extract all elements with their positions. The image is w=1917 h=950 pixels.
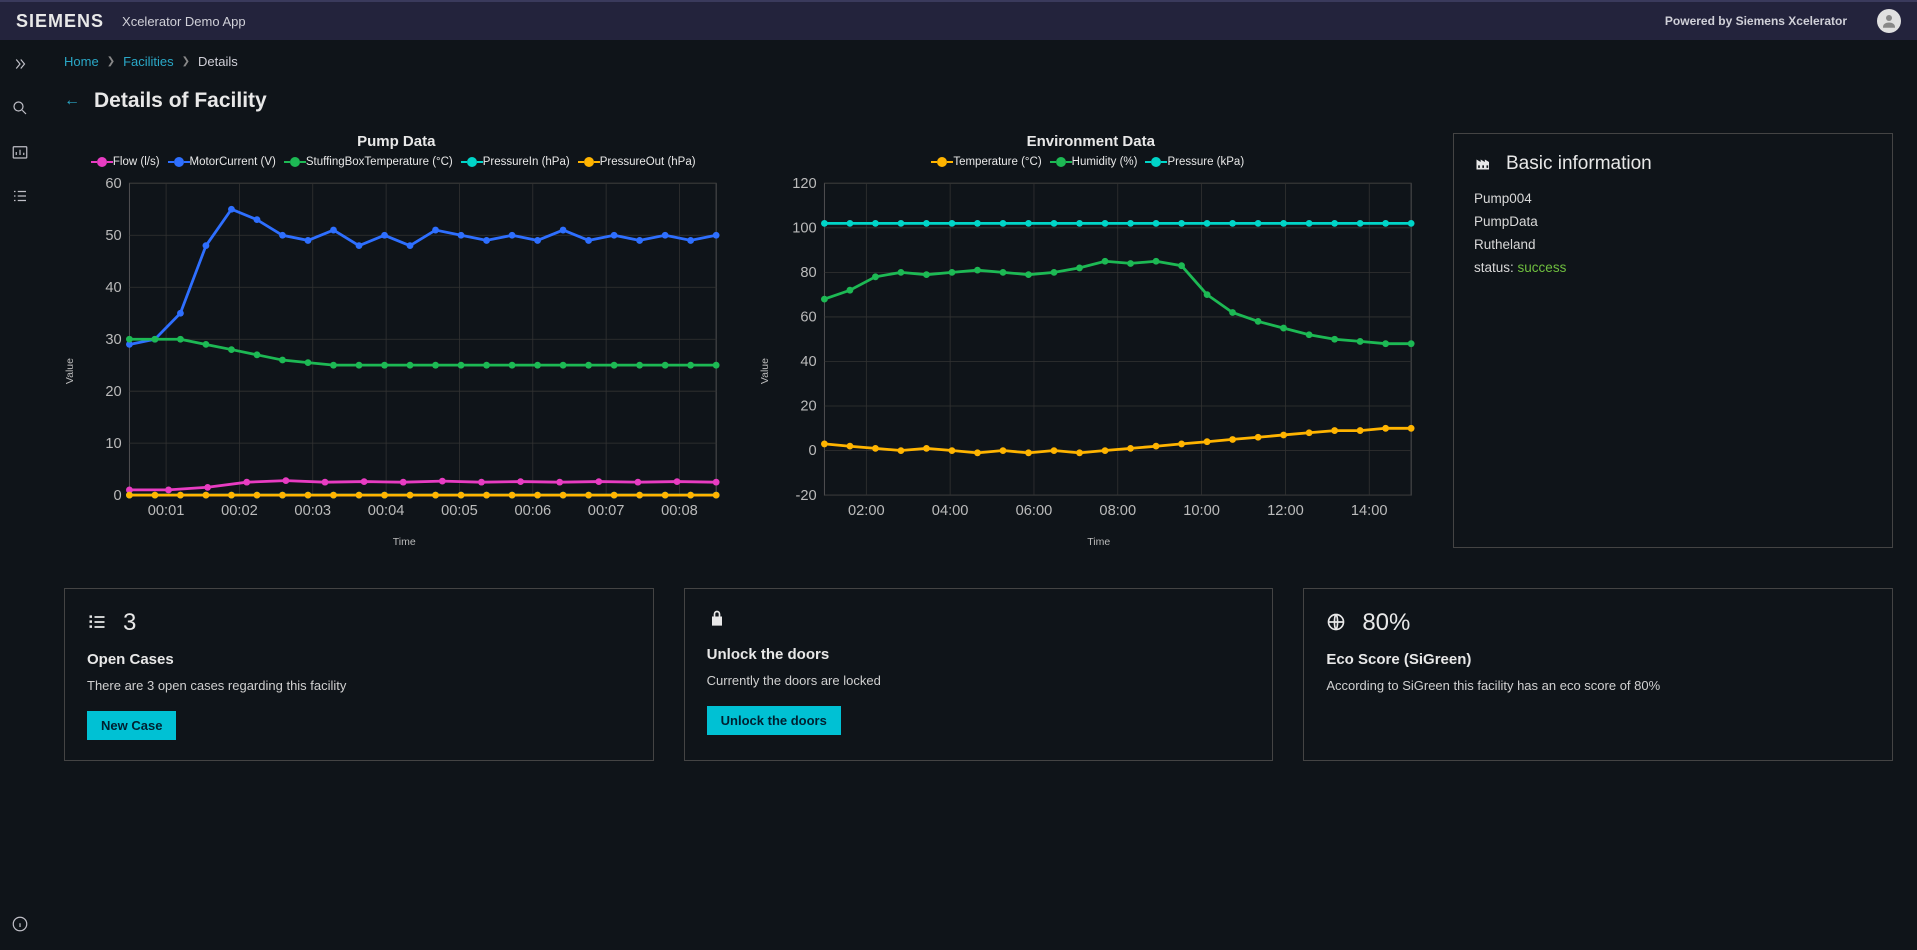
svg-text:02:00: 02:00 [847, 503, 884, 519]
chart-legend: Flow (l/s) MotorCurrent (V) StuffingBoxTem… [64, 156, 729, 168]
analytics-icon[interactable] [10, 142, 30, 162]
card-text: According to SiGreen this facility has a… [1326, 678, 1870, 693]
legend-item[interactable]: Temperature (°C) [937, 156, 1041, 168]
svg-text:-20: -20 [795, 488, 816, 504]
card-heading: Open Cases [87, 651, 631, 668]
card-text: There are 3 open cases regarding this fa… [87, 678, 631, 693]
globe-icon [1326, 612, 1346, 635]
svg-text:50: 50 [105, 228, 121, 244]
svg-text:60: 60 [105, 176, 121, 192]
info-line: Pump004 [1474, 191, 1872, 206]
chart-svg: -20 0 20 40 60 80 100 120 02:00 04:00 06:00 08:00 10… [775, 174, 1424, 529]
svg-text:80: 80 [800, 265, 816, 281]
new-case-button[interactable]: New Case [87, 711, 176, 740]
legend-item[interactable]: PressureOut (hPa) [584, 156, 696, 168]
card-heading: Eco Score (SiGreen) [1326, 651, 1870, 668]
info-icon[interactable] [10, 914, 30, 934]
breadcrumb: Home ❯ Facilities ❯ Details [40, 40, 1917, 77]
app-title: Xcelerator Demo App [122, 14, 246, 29]
eco-score-card: 80% Eco Score (SiGreen) According to SiG… [1303, 588, 1893, 761]
user-avatar[interactable] [1877, 9, 1901, 33]
breadcrumb-home[interactable]: Home [64, 54, 99, 69]
pump-data-chart: Pump Data Flow (l/s) MotorCurrent (V) Stuf… [64, 133, 729, 548]
sidebar [0, 40, 40, 950]
brand-logo: SIEMENS [16, 11, 104, 32]
svg-text:40: 40 [105, 280, 121, 296]
page-title: Details of Facility [94, 89, 267, 113]
svg-text:20: 20 [800, 399, 816, 415]
breadcrumb-current: Details [198, 54, 238, 69]
factory-icon [1474, 152, 1494, 175]
svg-text:12:00: 12:00 [1267, 503, 1304, 519]
svg-text:30: 30 [105, 332, 121, 348]
svg-text:120: 120 [792, 176, 816, 192]
legend-item[interactable]: Humidity (%) [1056, 156, 1138, 168]
chevron-right-icon: ❯ [182, 56, 190, 67]
basic-info-card: Basic information Pump004 PumpData Ruthe… [1453, 133, 1893, 548]
svg-text:00:08: 00:08 [661, 503, 698, 519]
legend-item[interactable]: MotorCurrent (V) [174, 156, 276, 168]
card-text: Currently the doors are locked [707, 673, 1251, 688]
search-icon[interactable] [10, 98, 30, 118]
card-heading: Unlock the doors [707, 646, 1251, 663]
info-line: Rutheland [1474, 237, 1872, 252]
list-icon[interactable] [10, 186, 30, 206]
chevron-right-icon: ❯ [107, 56, 115, 67]
legend-item[interactable]: Pressure (kPa) [1151, 156, 1244, 168]
eco-value: 80% [1362, 609, 1410, 637]
env-data-chart: Environment Data Temperature (°C) Humidit… [759, 133, 1424, 548]
svg-text:100: 100 [792, 220, 816, 236]
lock-icon [707, 609, 727, 632]
svg-text:10:00: 10:00 [1183, 503, 1220, 519]
info-status: status: success [1474, 260, 1872, 275]
svg-text:00:07: 00:07 [588, 503, 625, 519]
legend-item[interactable]: Flow (l/s) [97, 156, 160, 168]
svg-text:14:00: 14:00 [1350, 503, 1387, 519]
svg-text:60: 60 [800, 310, 816, 326]
sidebar-expand-icon[interactable] [10, 54, 30, 74]
svg-text:00:05: 00:05 [441, 503, 478, 519]
open-cases-card: 3 Open Cases There are 3 open cases rega… [64, 588, 654, 761]
unlock-doors-card: Unlock the doors Currently the doors are… [684, 588, 1274, 761]
svg-text:08:00: 08:00 [1099, 503, 1136, 519]
breadcrumb-facilities[interactable]: Facilities [123, 54, 174, 69]
app-header: SIEMENS Xcelerator Demo App Powered by S… [0, 0, 1917, 40]
x-axis-label: Time [80, 536, 729, 548]
legend-item[interactable]: StuffingBoxTemperature (°C) [290, 156, 453, 168]
y-axis-label: Value [759, 174, 771, 548]
unlock-doors-button[interactable]: Unlock the doors [707, 706, 841, 735]
svg-text:0: 0 [808, 443, 816, 459]
svg-text:10: 10 [105, 436, 121, 452]
info-line: PumpData [1474, 214, 1872, 229]
info-title: Basic information [1506, 153, 1652, 175]
chart-title: Environment Data [759, 133, 1424, 150]
svg-text:40: 40 [800, 354, 816, 370]
chart-svg: 0 10 20 30 40 50 60 00:01 00:02 00:03 00:04 00:05 00… [80, 174, 729, 529]
svg-text:00:02: 00:02 [221, 503, 258, 519]
svg-text:00:06: 00:06 [514, 503, 551, 519]
chart-title: Pump Data [64, 133, 729, 150]
cases-icon [87, 612, 107, 635]
svg-text:00:03: 00:03 [294, 503, 331, 519]
legend-item[interactable]: PressureIn (hPa) [467, 156, 570, 168]
svg-text:00:01: 00:01 [148, 503, 185, 519]
svg-text:00:04: 00:04 [368, 503, 405, 519]
svg-text:06:00: 06:00 [1015, 503, 1052, 519]
chart-legend: Temperature (°C) Humidity (%) Pressure (kP… [759, 156, 1424, 168]
back-arrow-icon[interactable]: ← [64, 92, 82, 110]
x-axis-label: Time [775, 536, 1424, 548]
powered-by-text: Powered by Siemens Xcelerator [1665, 14, 1847, 28]
y-axis-label: Value [64, 174, 76, 548]
svg-text:0: 0 [114, 488, 122, 504]
cases-count: 3 [123, 609, 136, 637]
svg-text:20: 20 [105, 384, 121, 400]
svg-text:04:00: 04:00 [931, 503, 968, 519]
